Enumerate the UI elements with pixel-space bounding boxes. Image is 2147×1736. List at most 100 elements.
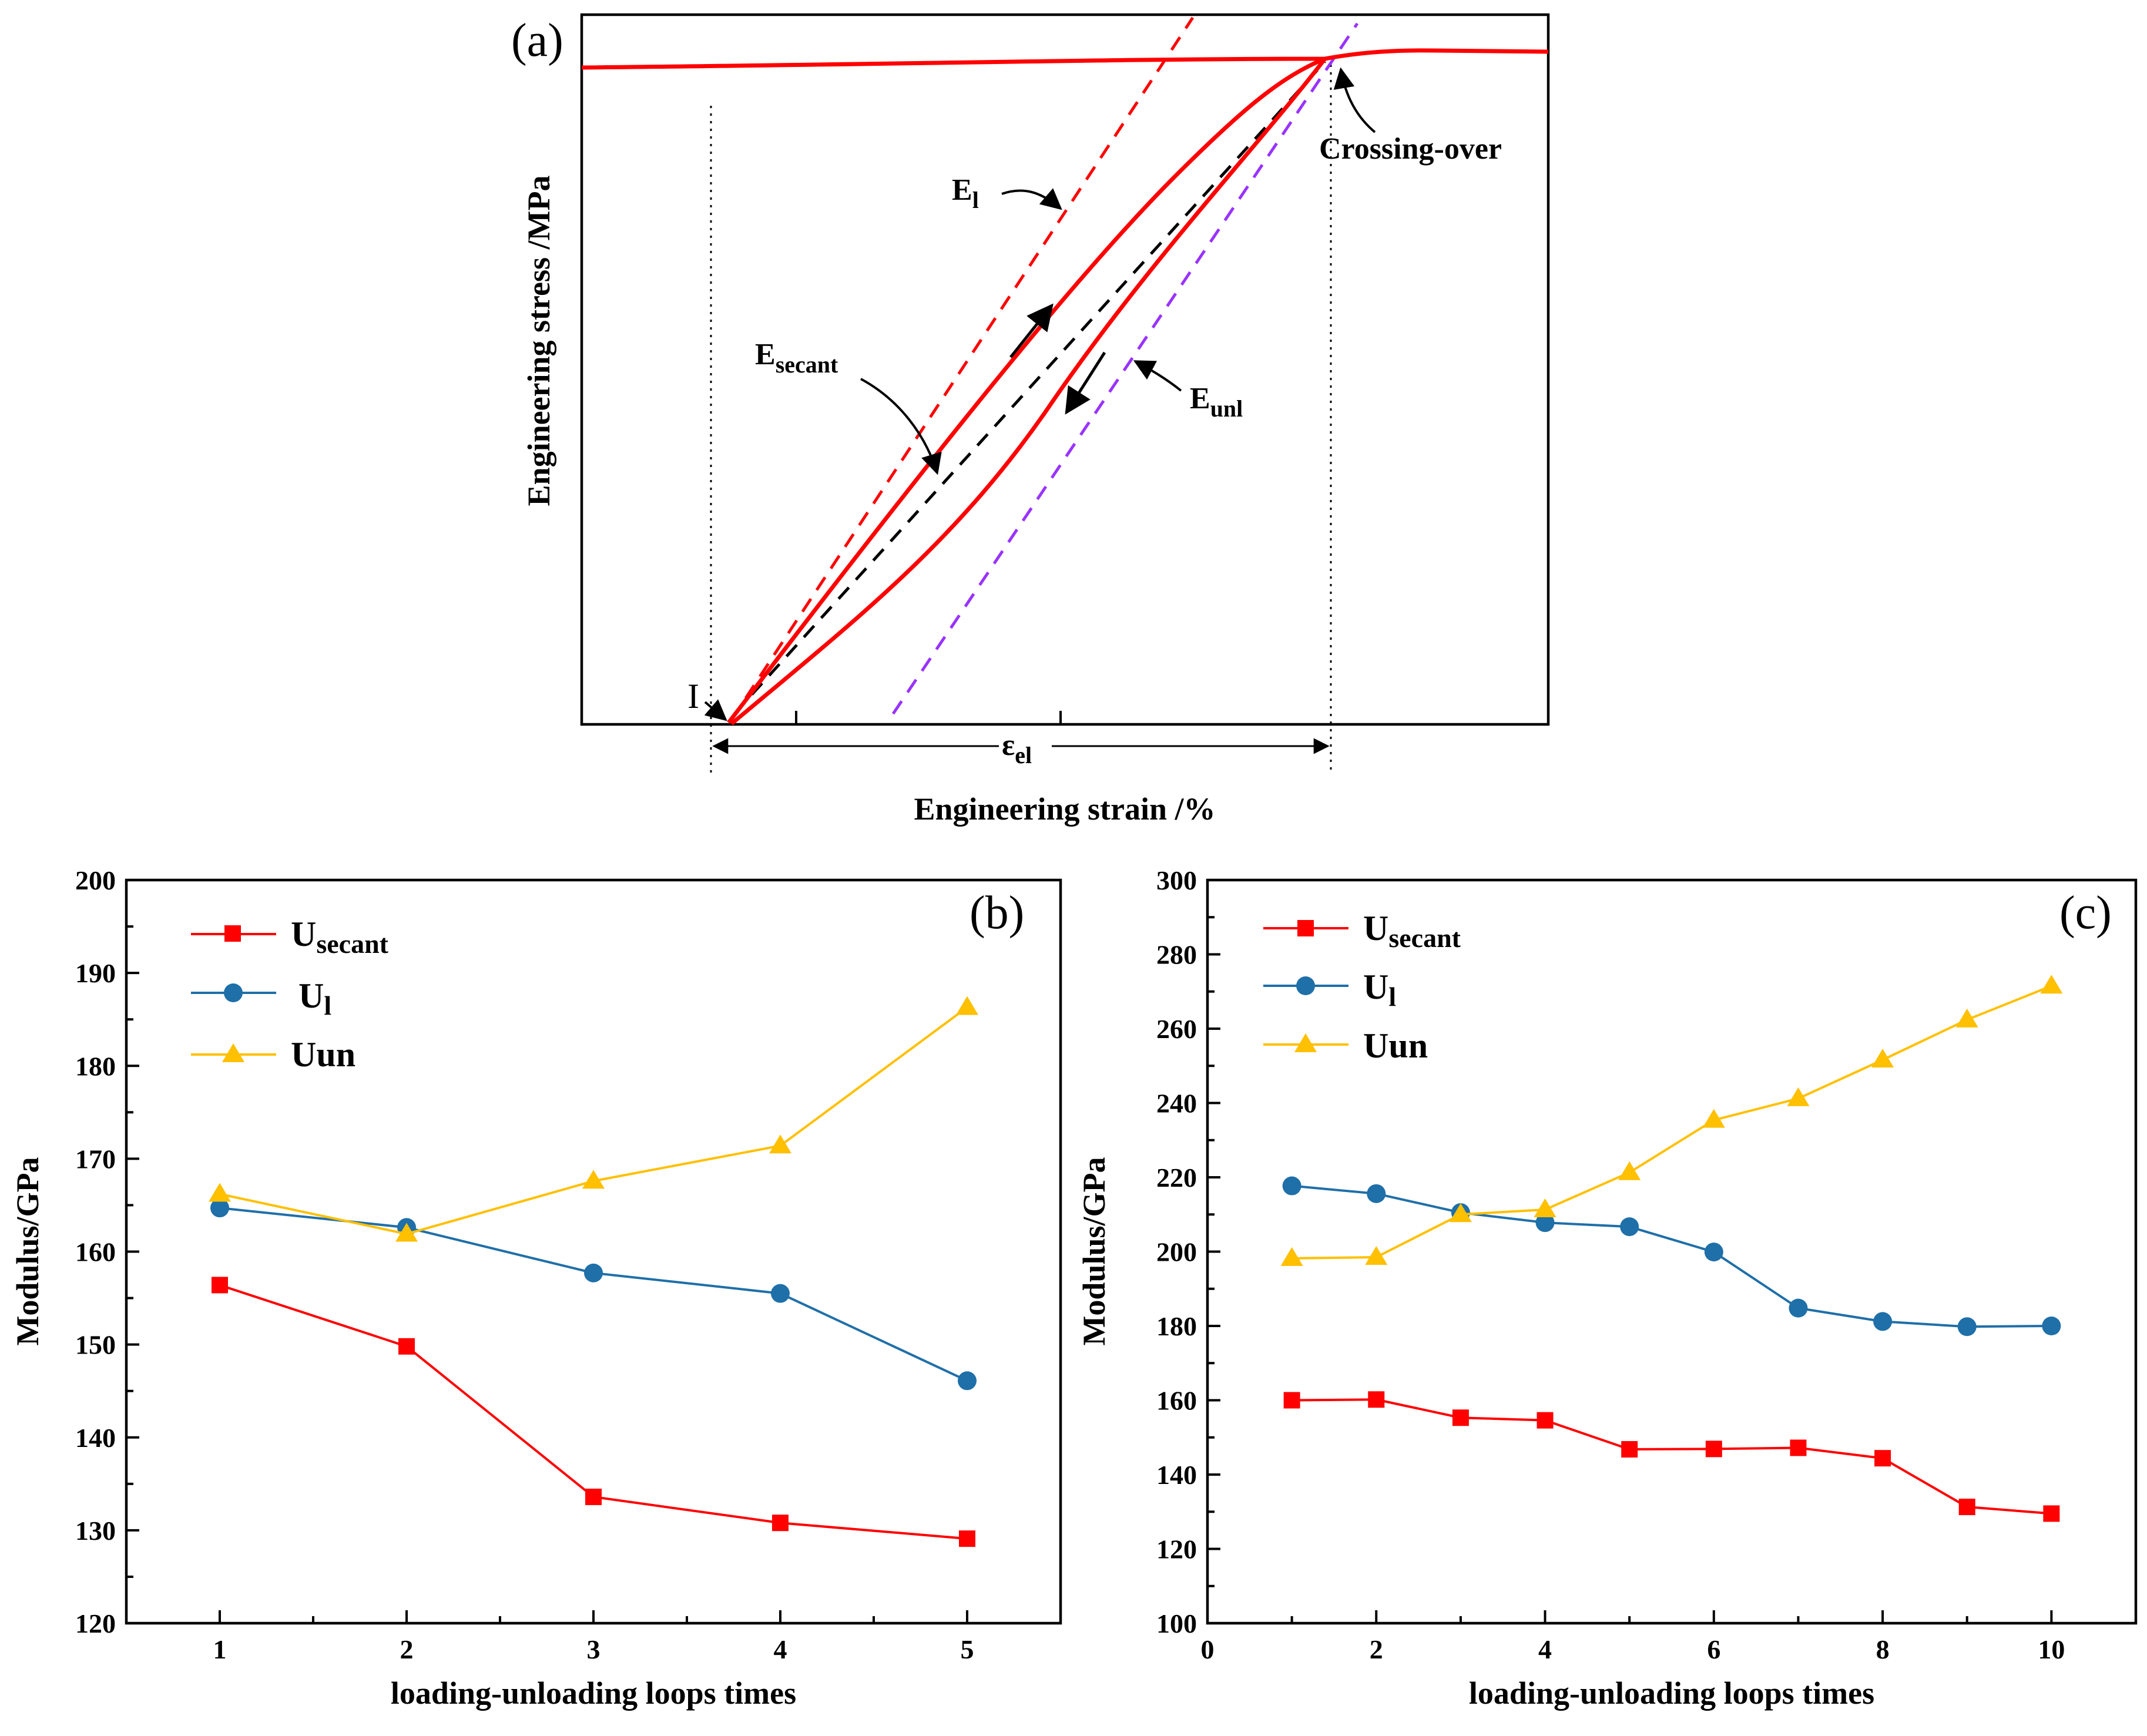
panel-c-xlabel: loading-unloading loops times bbox=[1469, 1675, 1874, 1711]
panel-c-series-1-point-9 bbox=[2042, 1317, 2061, 1335]
crossing-over-arrow bbox=[1333, 67, 1376, 133]
panel-b-series-1-line bbox=[219, 1207, 968, 1382]
panel-b-ytick-label-4: 160 bbox=[75, 1237, 116, 1267]
panel-c-series-1-point-5 bbox=[1704, 1243, 1723, 1262]
panel-c-ytick-label-3: 160 bbox=[1156, 1386, 1197, 1416]
panel-c-ylabel: Modulus/GPa bbox=[1076, 1157, 1112, 1345]
panel-c-series-1-point-8 bbox=[1957, 1317, 1977, 1337]
panel-c-series-2-point-3 bbox=[1534, 1198, 1556, 1218]
panel-b-series-1-point-4 bbox=[958, 1371, 977, 1391]
panel-b-frame bbox=[125, 878, 1062, 1625]
panel-b-ytick-label-3: 150 bbox=[75, 1330, 116, 1360]
legend-b-usecant-text: Usecant bbox=[291, 915, 389, 959]
panel-c-ytick-label-5: 200 bbox=[1156, 1237, 1197, 1267]
legend-b-ul-marker bbox=[224, 983, 243, 1002]
loading-arrow bbox=[1009, 303, 1054, 358]
panel-c-series-0-point-8 bbox=[1958, 1499, 1975, 1516]
panel-c-series-0-point-7 bbox=[1874, 1450, 1891, 1467]
panel-c-frame bbox=[1206, 878, 2138, 1625]
panel-c-series-0-point-2 bbox=[1452, 1409, 1469, 1426]
panel-b-xtick-label-1: 2 bbox=[400, 1634, 414, 1664]
panel-c-series-2-point-8 bbox=[1955, 1008, 1978, 1028]
panel-c-series bbox=[1280, 975, 2063, 1522]
panel-c-series-2-point-4 bbox=[1618, 1161, 1641, 1180]
panel-c-series-1-point-7 bbox=[1873, 1312, 1893, 1331]
panel-c-ytick-label-10: 300 bbox=[1156, 865, 1197, 895]
panel-b-ytick-label-1: 130 bbox=[75, 1516, 116, 1546]
panel-b-series-2-point-4 bbox=[956, 996, 978, 1015]
panel-c-series-0-point-5 bbox=[1705, 1440, 1722, 1458]
eps-el-label: εel bbox=[1002, 728, 1032, 768]
panel-b-series-1-point-2 bbox=[584, 1263, 603, 1282]
panel-c-series-2-point-5 bbox=[1702, 1109, 1725, 1128]
esecant-arrow bbox=[860, 378, 942, 475]
panel-b: 120 130 140 150 160 170 180 190 200 1 2 3 4 5 (b) Use… bbox=[10, 865, 1062, 1711]
panel-b-xlabel: loading-unloading loops times bbox=[391, 1675, 796, 1711]
panel-c-ytick-label-0: 100 bbox=[1156, 1609, 1197, 1638]
legend-c-usecant-marker bbox=[1297, 920, 1314, 936]
panel-c-ytick-label-6: 220 bbox=[1156, 1163, 1197, 1193]
legend-b-uun-text: Uun bbox=[291, 1035, 355, 1074]
panel-c-series-0-point-3 bbox=[1537, 1412, 1554, 1429]
panel-b-series-2-point-1 bbox=[395, 1223, 418, 1242]
panel-c-series-2-point-1 bbox=[1365, 1245, 1388, 1265]
panel-b-series-0-point-0 bbox=[212, 1277, 228, 1294]
panel-c-label: (c) bbox=[2059, 887, 2112, 939]
panel-b-series-0-point-3 bbox=[772, 1515, 789, 1532]
legend-b-ul-text: Ul bbox=[298, 976, 331, 1020]
panel-c-series-2-point-9 bbox=[2040, 975, 2063, 994]
panel-c-ytick-label-1: 120 bbox=[1156, 1534, 1197, 1564]
panel-b-series-2-point-0 bbox=[209, 1183, 231, 1202]
panel-b-series-1-point-3 bbox=[771, 1284, 790, 1303]
panel-b-series-0-point-2 bbox=[585, 1488, 602, 1505]
unloading-curve bbox=[730, 57, 1327, 726]
eunl-tangent-line bbox=[891, 22, 1359, 715]
esecant-line bbox=[733, 61, 1326, 715]
panel-b-series-2-point-2 bbox=[582, 1170, 605, 1189]
el-arrow bbox=[1001, 188, 1062, 210]
panel-b-series bbox=[209, 996, 978, 1547]
panel-b-legend: Usecant Ul Uun bbox=[191, 915, 389, 1074]
panel-b-ytick-label-2: 140 bbox=[75, 1423, 116, 1453]
panel-c-xtick-label-3: 6 bbox=[1707, 1634, 1720, 1664]
panel-b-series-0-point-4 bbox=[959, 1530, 975, 1547]
panel-b-ytick-label-5: 170 bbox=[75, 1144, 116, 1174]
panel-c-xtick-label-5: 10 bbox=[2038, 1634, 2065, 1664]
panel-c-ytick-label-8: 260 bbox=[1156, 1014, 1197, 1044]
panel-c-series-0-point-0 bbox=[1283, 1392, 1300, 1409]
panel-a-ylabel: Engineering stress /MPa bbox=[521, 176, 556, 506]
panel-c-series-1-point-1 bbox=[1367, 1184, 1386, 1203]
panel-c-series-2-point-2 bbox=[1449, 1203, 1472, 1223]
point-i-label: I bbox=[687, 677, 699, 716]
el-label: El bbox=[952, 173, 979, 213]
panel-c-ytick-label-7: 240 bbox=[1156, 1089, 1197, 1119]
panel-a-label: (a) bbox=[511, 15, 563, 66]
legend-c-ul-text: Ul bbox=[1363, 968, 1396, 1012]
panel-c-xtick-label-1: 2 bbox=[1370, 1634, 1383, 1664]
panel-c-legend: Usecant Ul Uun bbox=[1263, 909, 1461, 1065]
panel-a-frame bbox=[580, 13, 1550, 726]
panel-b-series-1-point-0 bbox=[210, 1198, 229, 1218]
panel-c-xtick-label-2: 4 bbox=[1538, 1634, 1552, 1664]
panel-b-ylabel: Modulus/GPa bbox=[10, 1157, 45, 1345]
panel-c-series-2-line bbox=[1291, 985, 2052, 1260]
legend-c-uun-marker bbox=[1294, 1033, 1317, 1052]
panel-a: (a) El Esecant Eunl Crossing-over I εel … bbox=[511, 13, 1550, 827]
panel-c-series-2-point-7 bbox=[1871, 1049, 1894, 1068]
loading-curve bbox=[727, 56, 1326, 724]
legend-b-usecant-marker bbox=[224, 925, 241, 942]
panel-b-xtick-label-0: 1 bbox=[213, 1634, 227, 1664]
panel-c-series-0-point-1 bbox=[1368, 1391, 1385, 1408]
panel-b-ytick-label-7: 190 bbox=[75, 958, 116, 988]
legend-c-uun-text: Uun bbox=[1363, 1026, 1428, 1065]
esecant-label: Esecant bbox=[755, 338, 838, 378]
panel-c-series-0-point-6 bbox=[1790, 1439, 1807, 1456]
panel-b-series-0-point-1 bbox=[398, 1338, 415, 1355]
panel-c-series-1-line bbox=[1291, 1184, 2052, 1328]
unloading-arrow bbox=[1065, 351, 1106, 415]
panel-b-label: (b) bbox=[969, 887, 1024, 939]
panel-c-series-0-point-9 bbox=[2043, 1505, 2060, 1522]
panel-c-ytick-label-9: 280 bbox=[1156, 940, 1197, 970]
